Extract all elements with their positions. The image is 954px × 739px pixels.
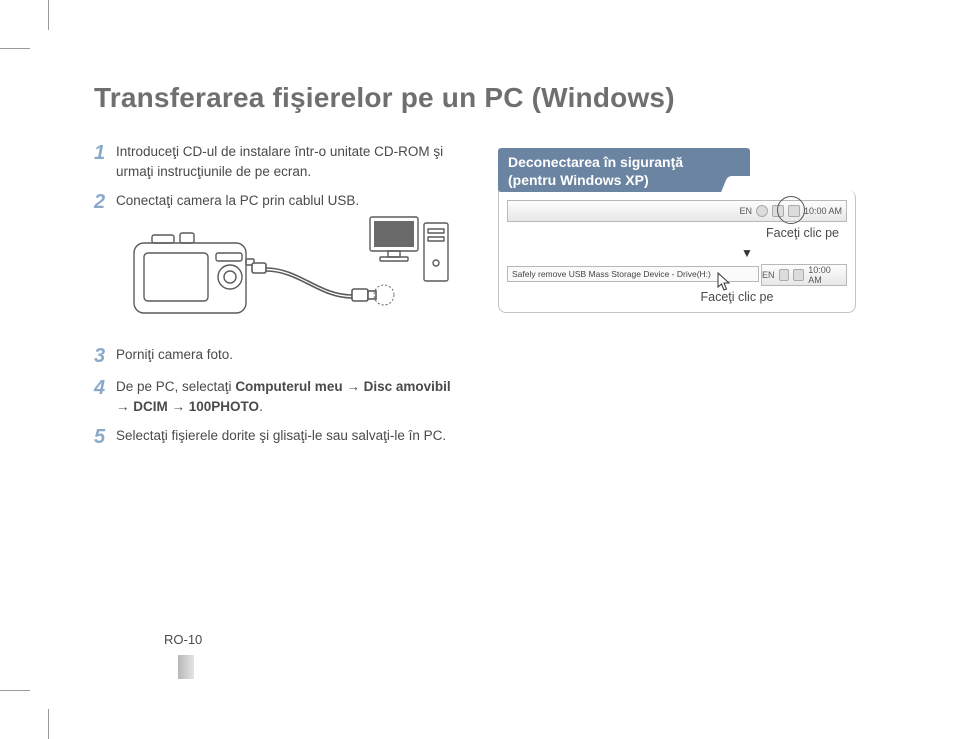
step-2: 2 Conectaţi camera la PC prin cablul USB… bbox=[94, 191, 464, 213]
step-text: Selectaţi fişierele dorite şi glisaţi-le… bbox=[116, 426, 446, 446]
taskbar: EN 10:00 AM bbox=[761, 264, 847, 286]
step-number: 3 bbox=[94, 345, 116, 367]
t: Computerul meu bbox=[235, 379, 342, 394]
step-number: 1 bbox=[94, 142, 116, 164]
crop-mark bbox=[48, 709, 49, 739]
callout-title-line2: (pentru Windows XP) bbox=[508, 172, 649, 188]
t: 100PHOTO bbox=[189, 399, 259, 414]
t: → bbox=[116, 399, 133, 414]
step-number: 2 bbox=[94, 191, 116, 213]
crop-mark bbox=[0, 48, 30, 49]
t: De pe PC, selectaţi bbox=[116, 379, 235, 394]
step-text: Introduceţi CD-ul de instalare într-o un… bbox=[116, 142, 464, 181]
step-number: 5 bbox=[94, 426, 116, 448]
step-3: 3 Porniţi camera foto. bbox=[94, 345, 464, 367]
step-4: 4 De pe PC, selectaţi Computerul meu → D… bbox=[94, 377, 464, 416]
camera-to-pc-illustration bbox=[94, 227, 454, 327]
tray-clock: 10:00 AM bbox=[808, 265, 842, 285]
pc-icon bbox=[368, 213, 454, 305]
t: → bbox=[168, 399, 189, 414]
crop-mark bbox=[0, 690, 30, 691]
down-arrow-icon: ▼ bbox=[507, 246, 847, 260]
t: Disc amovibil bbox=[364, 379, 451, 394]
step-text: Conectaţi camera la PC prin cablul USB. bbox=[116, 191, 359, 211]
manual-page: Transferarea fişierelor pe un PC (Window… bbox=[0, 0, 954, 739]
callout-title-line1: Deconectarea în siguranţă bbox=[508, 154, 683, 170]
cursor-icon bbox=[717, 272, 733, 292]
callout-body: EN 10:00 AM Faceţi clic pe ▼ Safely remo… bbox=[498, 190, 856, 313]
tray-lang: EN bbox=[762, 270, 775, 280]
thumb-index-bar bbox=[178, 655, 194, 679]
crop-mark bbox=[48, 0, 49, 30]
t: → bbox=[343, 379, 364, 394]
highlight-circle bbox=[777, 196, 805, 224]
step-1: 1 Introduceţi CD-ul de instalare într-o … bbox=[94, 142, 464, 181]
tray-lang: EN bbox=[739, 206, 752, 216]
tray-volume-icon bbox=[756, 205, 768, 217]
safe-disconnect-callout: Deconectarea în siguranţă (pentru Window… bbox=[498, 148, 858, 313]
tray-network-icon bbox=[793, 269, 804, 281]
caption: Faceţi clic pe bbox=[507, 226, 847, 240]
step-number: 4 bbox=[94, 377, 116, 399]
step-text: De pe PC, selectaţi Computerul meu → Dis… bbox=[116, 377, 464, 416]
t: . bbox=[259, 399, 263, 414]
caption: Faceţi clic pe bbox=[507, 290, 847, 304]
step-5: 5 Selectaţi fişierele dorite şi glisaţi-… bbox=[94, 426, 464, 448]
tray-usb-icon bbox=[779, 269, 790, 281]
t: DCIM bbox=[133, 399, 168, 414]
page-title: Transferarea fişierelor pe un PC (Window… bbox=[94, 82, 675, 114]
steps-column: 1 Introduceţi CD-ul de instalare într-o … bbox=[94, 142, 464, 458]
taskbar-screenshot-1: EN 10:00 AM bbox=[507, 200, 847, 222]
tray-clock: 10:00 AM bbox=[804, 206, 842, 216]
page-number: RO-10 bbox=[164, 632, 202, 647]
callout-header: Deconectarea în siguranţă (pentru Window… bbox=[498, 148, 750, 192]
taskbar-screenshot-2: Safely remove USB Mass Storage Device - … bbox=[507, 264, 847, 286]
step-text: Porniţi camera foto. bbox=[116, 345, 233, 365]
